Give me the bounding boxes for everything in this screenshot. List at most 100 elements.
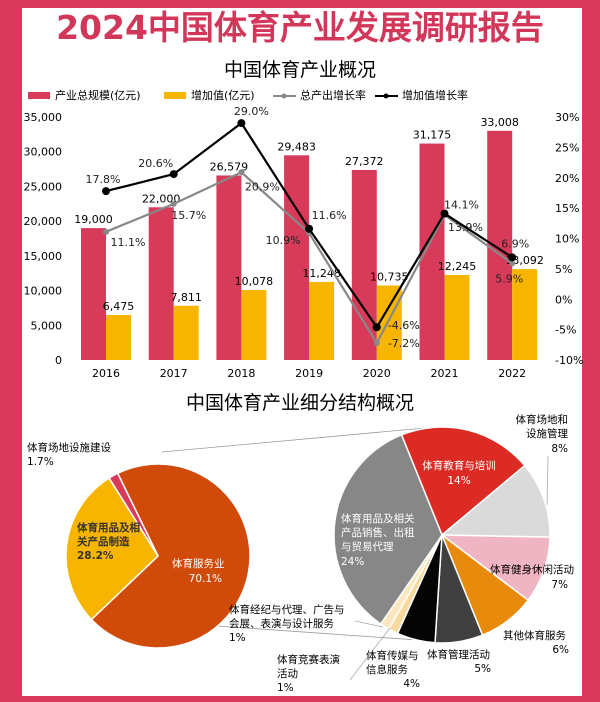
bar-label-total: 31,175	[413, 129, 452, 142]
leader-line	[546, 455, 549, 506]
value-fitness-leisure: 7%	[551, 579, 568, 591]
label-goods-sales: 与贸易代理	[341, 541, 394, 553]
label-media-info: 体育传媒与	[366, 649, 419, 662]
bar-label-total: 33,008	[480, 116, 519, 129]
leader-line	[349, 627, 391, 681]
legend-marker-added-rate	[383, 93, 389, 99]
y-left-tick-label: 5,000	[31, 319, 63, 332]
bar-added	[173, 305, 199, 360]
label-added-rate: 17.8%	[86, 173, 121, 186]
leader-line	[354, 620, 384, 628]
bar-label-total: 22,000	[142, 192, 181, 205]
label-output-rate: -7.2%	[388, 337, 420, 350]
label-competition: 活动	[277, 668, 298, 680]
point-added-rate	[440, 209, 449, 218]
point-output-rate	[373, 339, 380, 346]
y-left-tick-label: 0	[55, 354, 62, 367]
bar-label-total: 29,483	[277, 140, 316, 153]
bar-label-total: 19,000	[74, 213, 113, 226]
y-right-tick-label: 25%	[555, 141, 579, 154]
value-goods-sales: 24%	[341, 556, 364, 568]
y-left-tick-label: 20,000	[24, 215, 63, 228]
label-output-rate: 20.9%	[245, 180, 280, 193]
bar-total	[419, 143, 445, 360]
value-brokerage: 1%	[229, 632, 246, 644]
value-venue-management: 8%	[551, 443, 568, 455]
bar-label-added: 10,735	[370, 270, 409, 283]
label-added-rate: 20.6%	[138, 157, 173, 170]
bar-total	[148, 207, 174, 360]
pie-slice	[400, 426, 526, 537]
point-added-rate	[508, 253, 517, 262]
pie-chart-title: 中国体育产业细分结构概况	[186, 392, 414, 414]
point-output-rate	[509, 260, 516, 267]
value-goods-manufacturing: 28.2%	[77, 550, 114, 562]
legend-label-added-rate: 增加值增长率	[402, 88, 468, 102]
pie-slice	[65, 477, 159, 621]
label-brokerage: 体育经纪与代理、广告与	[229, 603, 345, 616]
value-management: 5%	[474, 663, 491, 675]
bar-label-total: 26,579	[210, 160, 249, 173]
legend-label-output-rate: 总产出增长率	[300, 88, 366, 102]
label-added-rate: 14.1%	[444, 199, 479, 212]
bar-total	[351, 169, 377, 360]
point-output-rate	[103, 228, 109, 235]
label-education-training: 体育教育与培训	[422, 459, 496, 472]
label-added-rate: 6.9%	[501, 237, 529, 250]
y-left-tick-label: 15,000	[24, 250, 63, 263]
point-added-rate	[305, 224, 314, 233]
value-media-info: 4%	[403, 678, 420, 690]
y-right-tick-label: -10%	[555, 354, 583, 367]
y-right-tick-label: 30%	[555, 111, 579, 124]
bar-label-total: 27,372	[345, 155, 384, 168]
bar-label-added: 10,078	[235, 275, 274, 288]
bar-added	[512, 269, 538, 360]
value-venue-construction: 1.7%	[27, 456, 54, 468]
pie-slice	[439, 464, 551, 538]
y-left-tick-label: 10,000	[24, 285, 63, 298]
x-tick-label: 2019	[295, 367, 323, 380]
report-title: 2024中国体育产业发展调研报告	[56, 8, 544, 47]
label-sports-services: 体育服务业	[172, 557, 225, 570]
label-goods-manufacturing: 体育用品及相	[77, 521, 140, 534]
bar-chart-title: 中国体育产业概况	[224, 59, 376, 81]
x-tick-label: 2020	[363, 367, 391, 380]
bar-total	[81, 228, 106, 360]
bar-added	[309, 281, 335, 360]
bar-total	[487, 130, 513, 360]
y-right-tick-label: 5%	[555, 263, 572, 276]
bar-added	[444, 274, 470, 360]
label-output-rate: 15.7%	[171, 209, 206, 222]
label-venue-management: 体育场地和	[516, 413, 569, 426]
y-left-tick-label: 25,000	[24, 180, 63, 193]
bar-added	[376, 285, 402, 360]
label-management: 体育管理活动	[427, 648, 490, 661]
legend: 产业总规模(亿元) 增加值(亿元) 总产出增长率 增加值增长率	[28, 88, 468, 102]
connector-line	[161, 427, 426, 453]
label-other-services: 其他体育服务	[503, 629, 566, 642]
label-fitness-leisure: 体育健身休闲活动	[490, 563, 574, 576]
point-added-rate	[237, 119, 246, 128]
pie-slice	[333, 433, 443, 625]
bar-label-added: 6,475	[103, 300, 135, 313]
point-output-rate	[238, 169, 245, 176]
y-right-tick-label: -5%	[555, 324, 576, 337]
label-added-rate: 11.6%	[312, 209, 347, 222]
y-right-tick-label: 20%	[555, 172, 579, 185]
legend-swatch-total	[28, 92, 50, 99]
bar-label-added: 12,245	[438, 260, 477, 273]
y-right-tick-label: 10%	[555, 233, 579, 246]
label-output-rate: 5.9%	[495, 272, 523, 285]
label-media-info: 信息服务	[366, 663, 408, 676]
bar-label-added: 7,811	[170, 291, 202, 304]
x-tick-label: 2022	[498, 367, 526, 380]
legend-label-added: 增加值(亿元)	[191, 88, 255, 102]
label-venue-management: 设施管理	[526, 427, 568, 440]
bar-total	[284, 155, 310, 360]
bar-added	[241, 290, 267, 360]
label-competition: 体育竞赛表演	[277, 653, 340, 666]
label-output-rate: 11.1%	[111, 236, 146, 249]
value-competition: 1%	[277, 682, 294, 694]
x-tick-label: 2021	[431, 367, 459, 380]
